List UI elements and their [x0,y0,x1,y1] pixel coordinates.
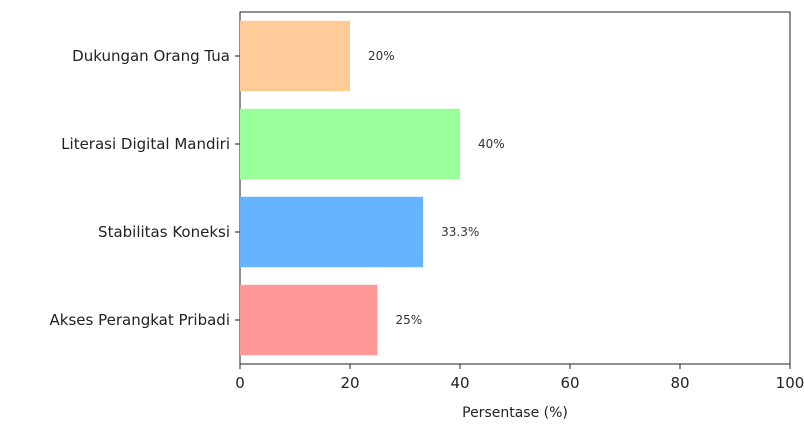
category-label: Akses Perangkat Pribadi [50,311,230,329]
bar-value-label: 40% [478,137,505,151]
x-tick-label: 20 [340,374,359,392]
x-tick-label: 60 [560,374,579,392]
x-tick-label: 80 [670,374,689,392]
x-tick-label: 40 [450,374,469,392]
x-tick-label: 0 [235,374,245,392]
bar-value-label: 25% [396,313,423,327]
bar-value-label: 33.3% [441,225,479,239]
bar [240,284,378,356]
bar [240,108,460,180]
x-axis-title: Persentase (%) [462,405,568,421]
x-tick-label: 100 [776,374,804,392]
bar-value-label: 20% [368,49,395,63]
category-label: Stabilitas Koneksi [98,223,230,241]
category-label: Literasi Digital Mandiri [61,135,230,153]
bar [240,196,424,268]
category-label: Dukungan Orang Tua [72,47,230,65]
bar [240,20,350,92]
plot-frame [239,11,791,365]
